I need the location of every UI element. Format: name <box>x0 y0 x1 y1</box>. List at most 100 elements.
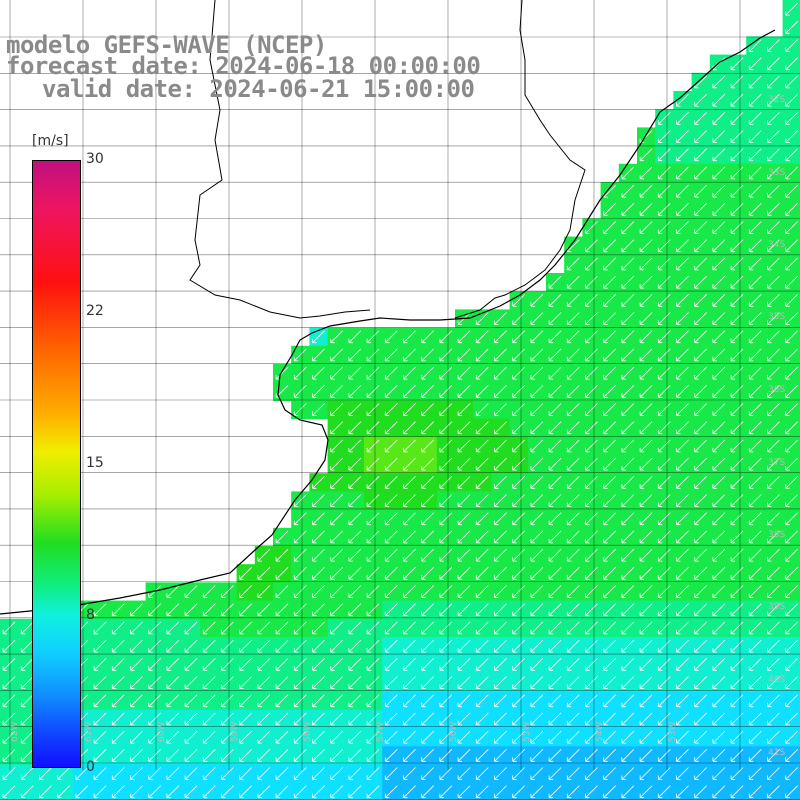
wind-speed-cell <box>163 728 183 747</box>
wind-speed-cell <box>273 709 292 729</box>
wind-arrow <box>439 348 453 362</box>
wind-speed-cell <box>436 709 456 729</box>
wind-speed-cell <box>327 673 347 693</box>
wind-arrow <box>676 621 689 635</box>
wind-speed-cell <box>673 182 693 201</box>
wind-speed-cell <box>746 673 765 693</box>
wind-speed-cell <box>163 618 183 638</box>
wind-speed-cell <box>600 418 620 438</box>
wind-arrow <box>330 730 343 744</box>
wind-arrow <box>457 658 471 671</box>
wind-speed-cell <box>691 600 711 620</box>
wind-speed-cell <box>618 436 638 456</box>
wind-arrow <box>457 421 471 435</box>
wind-speed-cell <box>291 746 310 765</box>
wind-speed-cell <box>345 618 365 638</box>
wind-speed-cell <box>309 582 329 602</box>
wind-speed-cell <box>673 691 693 711</box>
wind-speed-cell <box>746 163 765 183</box>
wind-speed-cell <box>728 382 747 401</box>
wind-arrow <box>366 730 380 744</box>
wind-arrow <box>111 694 125 708</box>
wind-arrow <box>275 767 289 780</box>
wind-speed-cell <box>637 127 656 147</box>
wind-arrow <box>312 403 325 416</box>
wind-arrow <box>148 767 161 780</box>
wind-arrow <box>475 403 489 416</box>
wind-arrow <box>494 658 507 671</box>
wind-speed-cell <box>618 400 638 420</box>
lon-label: 58W <box>303 721 313 742</box>
wind-speed-cell <box>728 436 747 456</box>
wind-arrow <box>621 366 635 380</box>
wind-arrow <box>457 457 471 471</box>
wind-speed-cell <box>418 764 438 784</box>
wind-arrow <box>548 785 562 799</box>
wind-speed-cell <box>327 637 347 656</box>
wind-arrow <box>694 275 707 289</box>
wind-arrow <box>330 621 343 635</box>
wind-speed-cell <box>182 691 201 711</box>
wind-speed-cell <box>673 582 693 602</box>
wind-speed-cell <box>509 618 529 638</box>
wind-arrow <box>93 749 107 762</box>
wind-speed-cell <box>182 618 201 638</box>
wind-speed-cell <box>637 145 656 165</box>
wind-speed-cell <box>764 582 784 602</box>
wind-speed-cell <box>600 546 620 565</box>
wind-arrow <box>130 676 143 689</box>
wind-arrow <box>512 548 525 562</box>
wind-speed-cell <box>455 728 474 747</box>
wind-speed-cell <box>728 254 747 274</box>
wind-speed-cell <box>655 546 674 565</box>
wind-speed-cell <box>691 691 711 711</box>
lon-label: 61W <box>84 721 94 742</box>
wind-speed-cell <box>582 400 602 420</box>
wind-speed-cell <box>236 582 256 602</box>
wind-speed-cell <box>491 364 511 383</box>
wind-arrow <box>603 294 616 307</box>
wind-arrow <box>694 785 707 799</box>
wind-arrow <box>730 548 744 562</box>
wind-speed-cell <box>436 509 456 529</box>
wind-speed-cell <box>637 491 656 511</box>
wind-speed-cell <box>728 309 747 329</box>
wind-arrow <box>730 275 744 289</box>
wind-arrow <box>221 767 234 780</box>
wind-speed-cell <box>236 618 256 638</box>
wind-speed-cell <box>327 473 347 492</box>
wind-speed-cell <box>691 327 711 347</box>
wind-speed-cell <box>473 582 492 602</box>
wind-speed-cell <box>364 691 383 711</box>
wind-arrow <box>330 330 343 344</box>
wind-arrow <box>457 749 471 762</box>
wind-arrow <box>566 621 580 635</box>
wind-arrow <box>694 93 707 107</box>
wind-arrow <box>384 603 398 617</box>
wind-arrow <box>348 730 362 744</box>
wind-speed-cell <box>527 527 547 547</box>
wind-arrow <box>657 439 671 453</box>
wind-speed-cell <box>582 236 602 256</box>
wind-arrow <box>475 730 489 744</box>
wind-speed-cell <box>764 382 784 401</box>
wind-arrow <box>603 494 616 507</box>
wind-speed-cell <box>309 728 329 747</box>
wind-speed-cell <box>655 327 674 347</box>
wind-arrow <box>657 403 671 416</box>
wind-arrow <box>403 494 416 507</box>
lat-label: 34S <box>768 240 786 250</box>
wind-speed-cell <box>746 582 765 602</box>
wind-arrow <box>603 694 616 708</box>
wind-speed-cell <box>491 673 511 693</box>
wind-arrow <box>2 694 16 708</box>
wind-arrow <box>603 603 616 617</box>
wind-speed-cell <box>436 764 456 784</box>
wind-speed-cell <box>345 455 365 474</box>
wind-arrow <box>366 457 380 471</box>
wind-speed-cell <box>564 327 583 347</box>
wind-speed-cell <box>327 491 347 511</box>
wind-arrow <box>421 694 434 708</box>
wind-speed-cell <box>582 564 602 583</box>
